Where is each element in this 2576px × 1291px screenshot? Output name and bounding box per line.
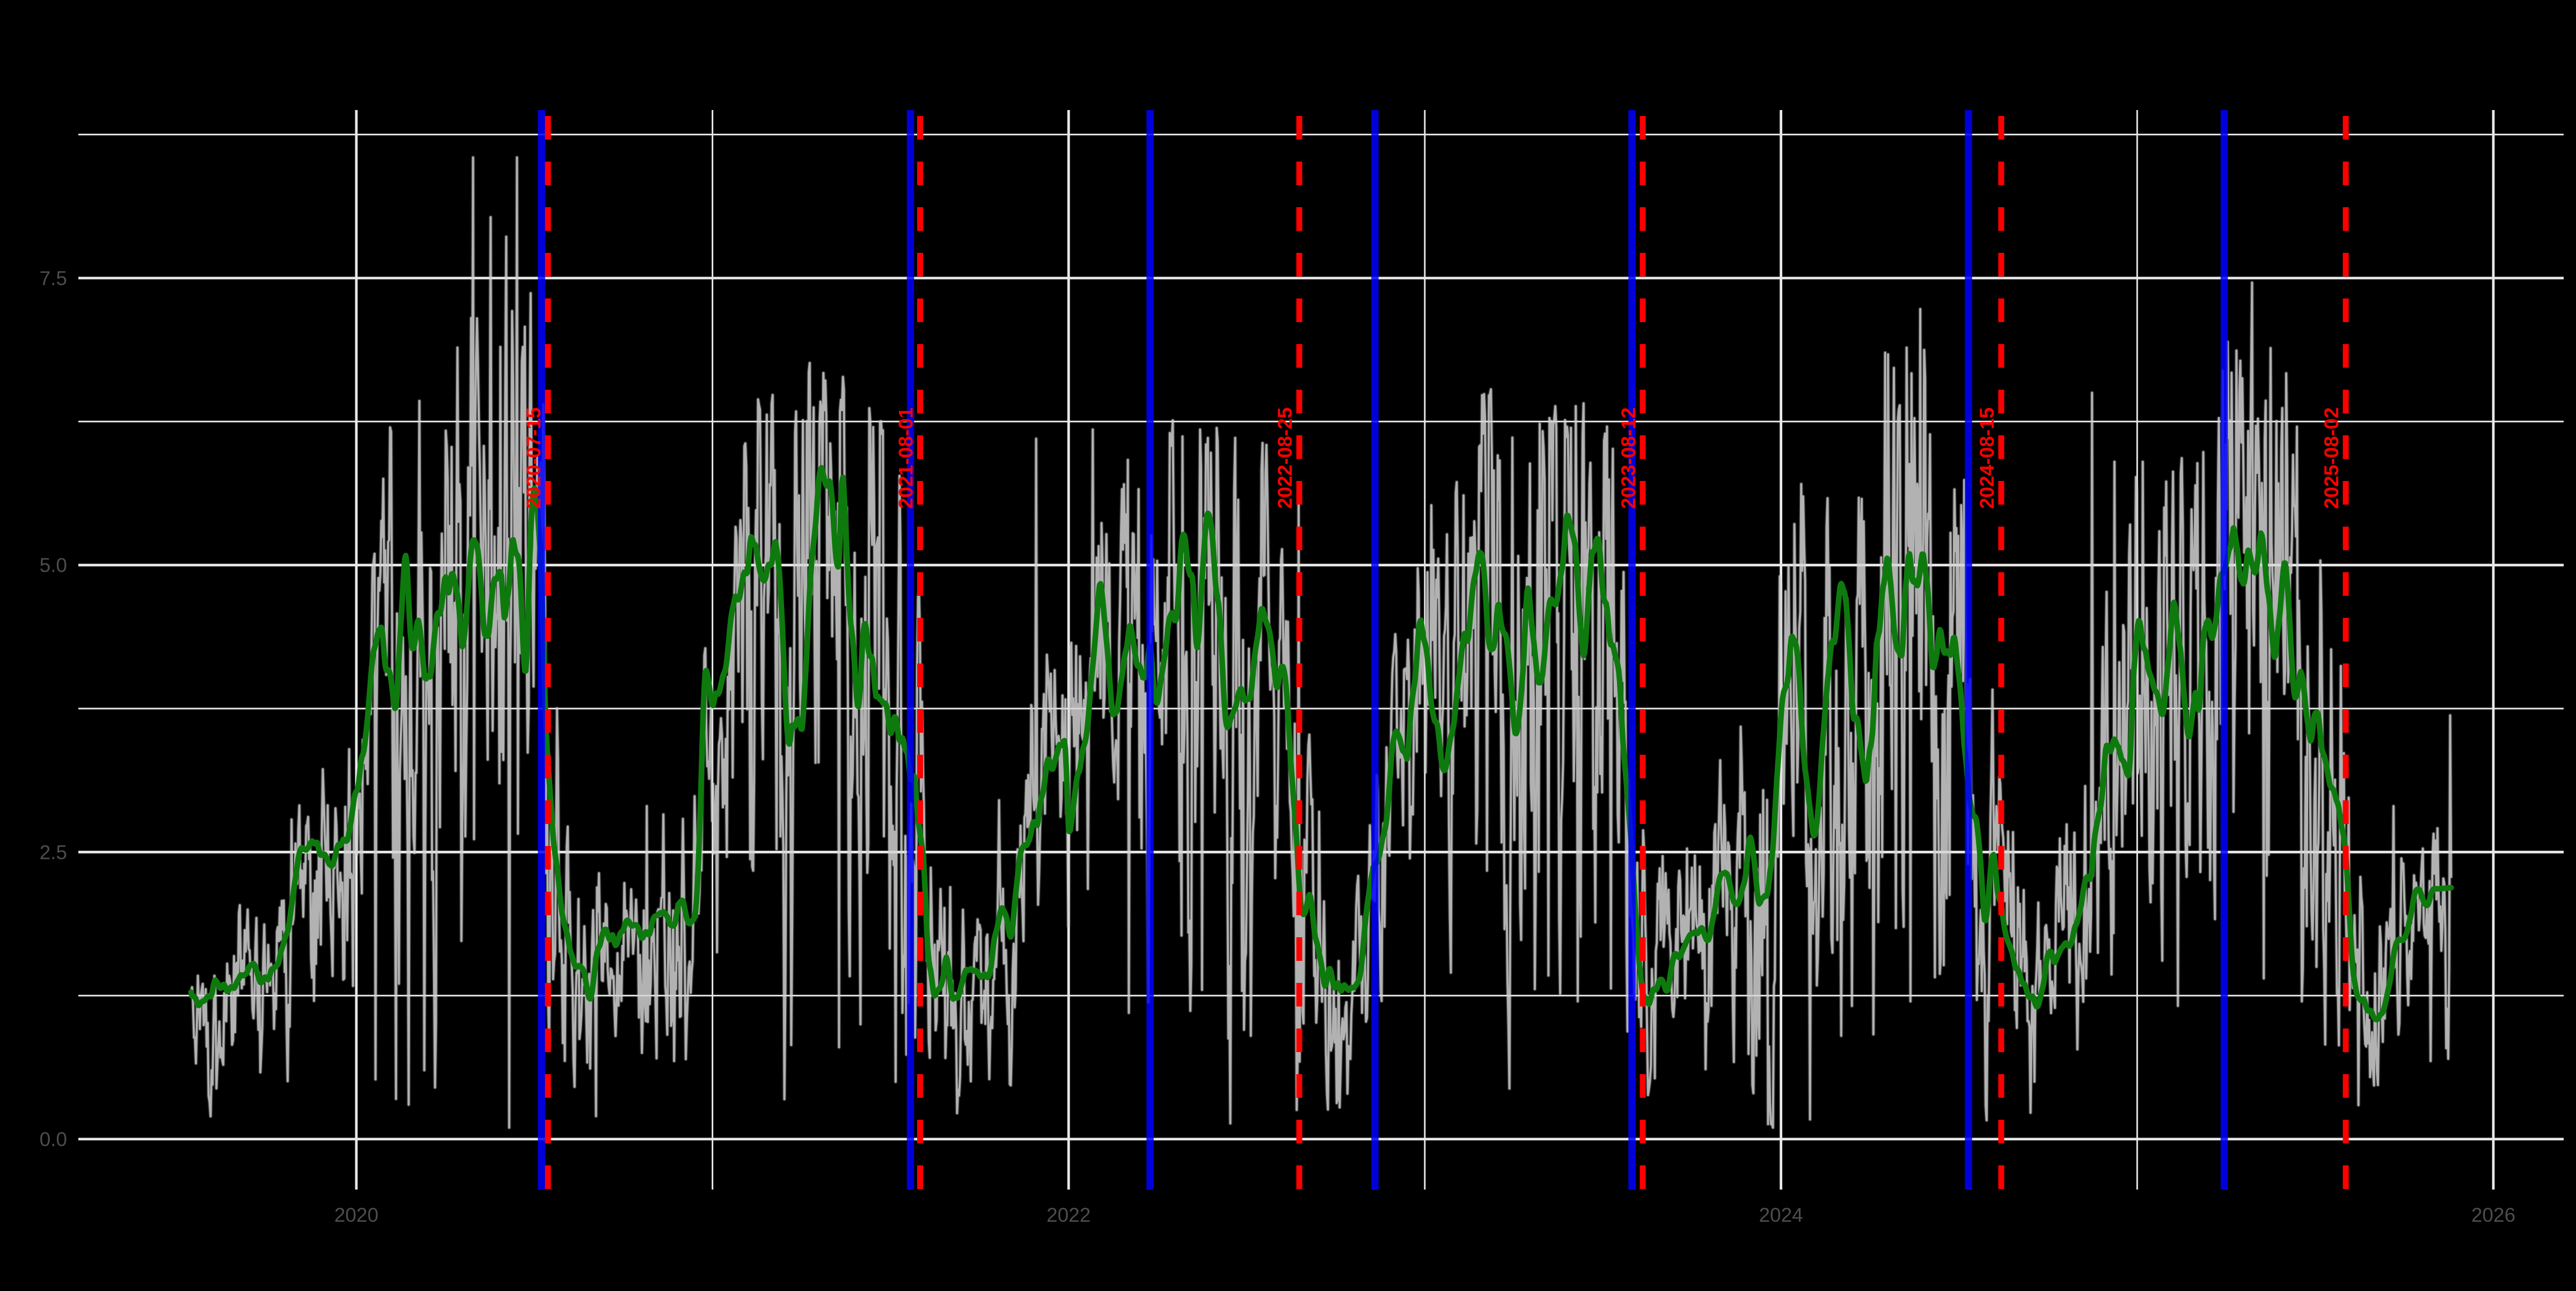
svg-text:5.0: 5.0 — [40, 555, 67, 577]
svg-text:2020: 2020 — [334, 1204, 378, 1226]
svg-text:2022-08-25: 2022-08-25 — [1274, 407, 1296, 509]
svg-text:2024: 2024 — [1759, 1204, 1803, 1226]
svg-text:2021-08-01: 2021-08-01 — [895, 407, 917, 509]
svg-text:2026: 2026 — [2471, 1204, 2515, 1226]
svg-text:2022: 2022 — [1046, 1204, 1091, 1226]
svg-text:2025-08-02: 2025-08-02 — [2321, 407, 2343, 509]
svg-text:2023-08-12: 2023-08-12 — [1618, 407, 1640, 509]
svg-text:2.5: 2.5 — [40, 841, 67, 863]
svg-text:0.0: 0.0 — [40, 1128, 67, 1150]
svg-text:7.5: 7.5 — [40, 267, 67, 289]
svg-text:2020-07-15: 2020-07-15 — [523, 407, 545, 509]
svg-text:2024-08-15: 2024-08-15 — [1976, 407, 1998, 509]
